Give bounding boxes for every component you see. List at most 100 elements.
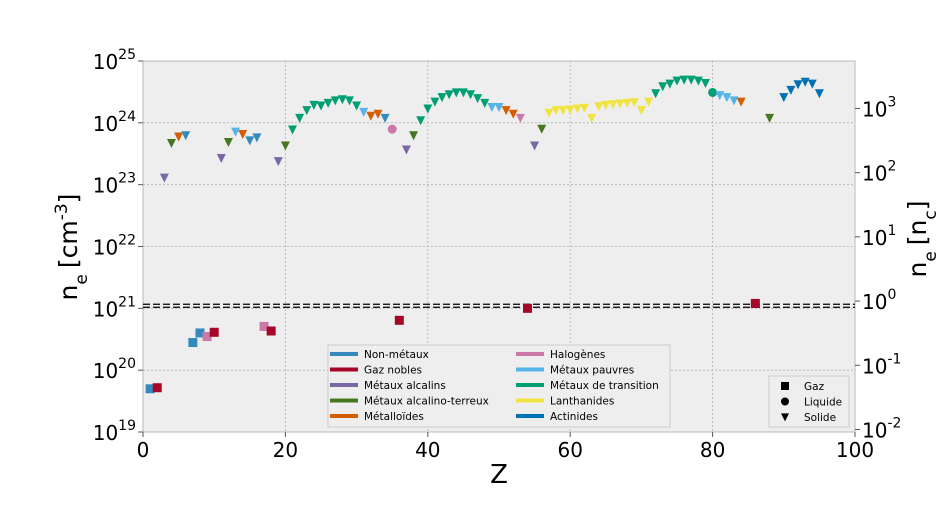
data-point-z44 [451,88,461,98]
y2-tick-label: 100 [862,287,896,314]
data-point-z1 [145,384,155,394]
data-point-z29 [344,96,354,106]
legend-categories-box [327,344,671,428]
data-point-z77 [686,75,696,85]
y-tick-label: 1020 [93,356,136,383]
data-point-z82 [722,93,732,103]
legend-marker-square [781,382,789,390]
data-point-z52 [508,109,518,119]
y2-axis-label: ne[nc] [903,200,941,277]
data-point-z20 [280,141,290,151]
data-point-z14 [238,129,248,139]
data-point-z39 [416,116,426,126]
data-point-z31 [359,107,369,117]
data-point-z12 [223,137,233,147]
data-point-z5 [174,132,184,142]
data-point-z26 [323,98,333,108]
data-point-z65 [601,100,611,110]
y2-tick-label: 103 [862,94,896,121]
legend-swatch [516,352,544,356]
data-point-z15 [245,136,255,146]
data-point-z61 [572,104,582,114]
legend-label: Solide [804,412,836,424]
data-point-z36 [394,315,404,325]
data-point-z38 [409,131,419,141]
legend-label: Actinides [550,411,598,423]
data-point-z72 [651,89,661,99]
x-tick-label: 80 [700,438,725,462]
data-point-z18 [266,326,276,336]
legend-label: Métalloïdes [364,411,424,423]
data-point-z23 [302,106,312,116]
data-point-z35 [387,124,397,134]
data-point-z63 [587,113,597,123]
data-point-z45 [458,88,468,98]
data-point-z93 [800,77,810,87]
data-point-z37 [401,145,411,155]
y-tick-label: 1025 [93,47,136,74]
data-point-z6 [181,131,191,141]
data-point-z94 [807,79,817,89]
data-point-z41 [430,97,440,107]
data-point-z30 [352,101,362,111]
data-point-z32 [366,111,376,121]
x-axis: 0 20 40 60 80 100 [137,432,874,462]
data-point-z11 [216,153,226,163]
data-point-z57 [544,108,554,118]
data-point-z68 [622,98,632,108]
data-point-z7 [188,338,198,348]
data-point-z8 [195,328,205,338]
data-point-z25 [316,101,326,111]
legend-swatch [330,398,358,403]
y2-tick-label: 102 [862,159,896,186]
data-point-z28 [337,95,347,105]
data-point-z67 [615,99,625,109]
data-point-z42 [437,93,447,103]
data-point-z75 [672,76,682,86]
y-tick-label: 1019 [93,418,136,445]
legend-swatch [516,398,544,403]
data-point-z83 [729,96,739,106]
legend-label: Métaux alcalino-terreux [364,396,489,408]
x-tick-label: 40 [415,438,440,462]
data-point-z62 [579,103,589,113]
legend-label: Métaux alcalins [364,380,446,392]
legend-marker-triangle [781,413,789,422]
x-axis-label: Z [490,460,508,490]
x-tick-label: 20 [273,438,298,462]
data-point-z47 [473,94,483,104]
data-point-z69 [629,98,639,108]
data-point-z66 [608,100,618,110]
data-point-z4 [166,139,176,149]
data-point-z21 [288,125,298,135]
data-point-z46 [466,90,476,100]
data-point-z78 [693,76,703,86]
data-point-z48 [480,98,490,108]
legend-label: Métaux pauvres [550,365,634,377]
legend-swatch [516,414,544,418]
y2-tick-label: 101 [862,223,896,250]
data-point-z27 [330,96,340,106]
data-point-z53 [515,113,525,123]
data-point-z86 [750,298,760,308]
y2-tick-label: 10-2 [862,415,901,442]
data-point-z24 [309,100,319,110]
data-point-z43 [444,90,454,100]
data-point-z22 [295,113,305,123]
data-point-z74 [665,79,675,89]
legend-swatch [330,383,358,387]
y-tick-label: 1023 [93,171,136,198]
y-tick-label: 1021 [93,294,136,321]
data-point-z90 [779,93,789,103]
data-point-z54 [522,303,532,313]
data-point-z51 [501,106,511,116]
data-point-z80 [708,87,718,97]
legend-label: Lanthanides [550,396,614,408]
data-point-z59 [558,106,568,116]
legend-swatch [330,352,358,356]
data-point-z56 [537,124,547,134]
x-tick-label: 100 [836,438,874,462]
legend-label: Liquide [804,397,842,409]
data-point-z49 [487,102,497,112]
